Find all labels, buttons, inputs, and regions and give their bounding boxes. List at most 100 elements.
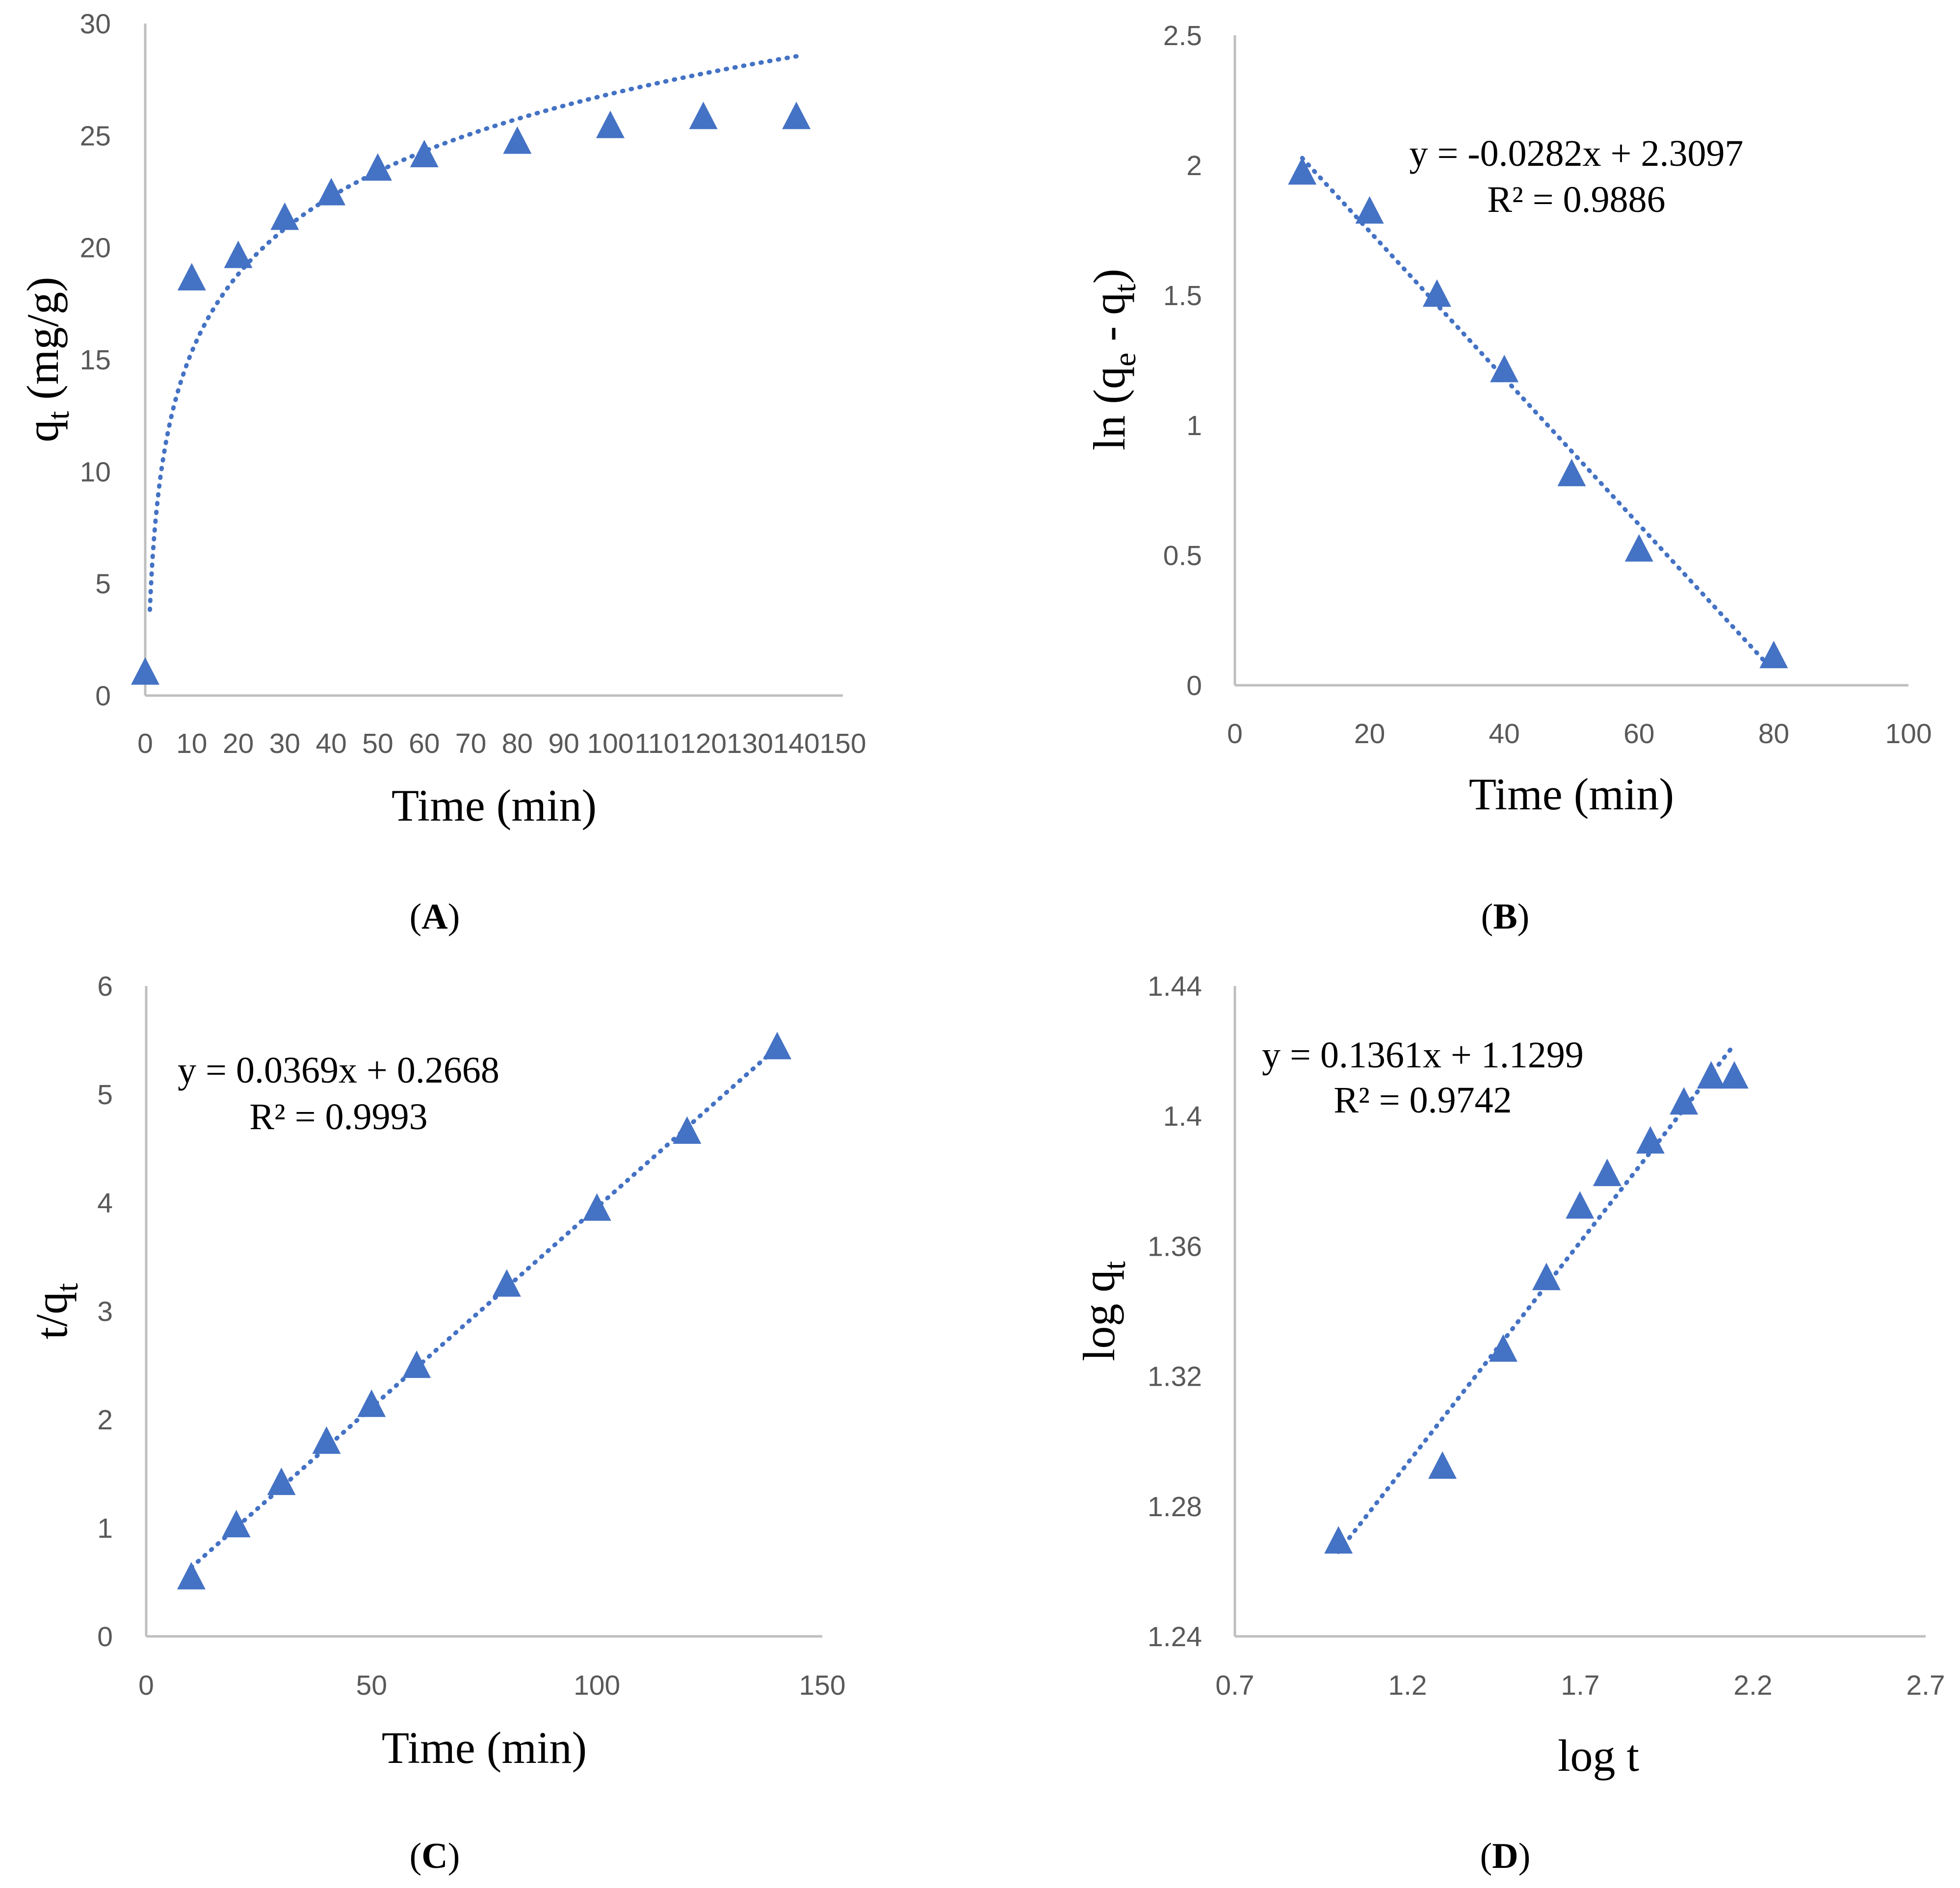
panel-b-data-point xyxy=(1422,279,1451,307)
panel-d-y-tick-label: 1.32 xyxy=(1148,1361,1202,1393)
panel-b-x-tick-label: 60 xyxy=(1623,718,1654,750)
panel-a-x-tick-label: 150 xyxy=(819,728,866,759)
panel-a-y-axis-title: qt (mg/g) xyxy=(18,277,76,442)
panel-d-data-point xyxy=(1566,1191,1594,1219)
panel-c-r-squared: R² = 0.9993 xyxy=(249,1096,427,1138)
panel-c-equation: y = 0.0369x + 0.2668 xyxy=(178,1050,499,1091)
panel-d-data-point xyxy=(1697,1061,1725,1089)
panel-b-r-squared: R² = 0.9886 xyxy=(1487,179,1665,220)
panel-b-data-point xyxy=(1557,459,1586,487)
panel-c-label: (C) xyxy=(410,1836,460,1876)
panel-d-r-squared: R² = 0.9742 xyxy=(1333,1080,1512,1121)
panel-d-data-point xyxy=(1489,1334,1517,1362)
panel-d-y-tick-label: 1.28 xyxy=(1148,1491,1202,1523)
panel-d-y-tick-label: 1.24 xyxy=(1148,1621,1202,1653)
panel-a-label: (A) xyxy=(410,897,460,937)
panel-a-x-tick-label: 20 xyxy=(223,728,254,759)
panel-a-y-tick-label: 25 xyxy=(80,120,111,152)
panel-b-trendline xyxy=(1300,155,1776,673)
panel-c-data-point xyxy=(673,1116,702,1144)
panel-d-data-point xyxy=(1670,1087,1699,1115)
panel-b-data-point xyxy=(1490,355,1519,383)
panel-c-data-point xyxy=(492,1269,521,1297)
panel-c-y-tick-label: 6 xyxy=(97,971,113,1002)
panel-b-y-tick-label: 1.5 xyxy=(1163,280,1202,311)
panel-c-data-point xyxy=(312,1426,341,1454)
panel-b-y-tick-label: 1 xyxy=(1186,410,1202,441)
panel-a-x-tick-label: 90 xyxy=(548,728,579,759)
panel-c-y-tick-label: 4 xyxy=(97,1188,113,1219)
panel-d-y-tick-label: 1.4 xyxy=(1163,1101,1202,1132)
panel-d-x-tick-label: 2.7 xyxy=(1906,1670,1945,1701)
panel-d-data-point xyxy=(1720,1061,1749,1089)
panel-d-y-tick-label: 1.36 xyxy=(1148,1231,1202,1262)
panel-a-x-tick-label: 140 xyxy=(773,728,820,759)
panel-c-data-point xyxy=(763,1032,792,1060)
panel-d-x-tick-label: 1.2 xyxy=(1388,1670,1427,1701)
panel-b-data-point xyxy=(1355,196,1384,224)
panel-b-x-axis-title: Time (min) xyxy=(1469,769,1674,819)
panel-a-data-point xyxy=(503,126,532,154)
panel-a-data-point xyxy=(317,178,346,206)
panel-a-x-tick-label: 50 xyxy=(362,728,393,759)
panel-b-equation: y = -0.0282x + 2.3097 xyxy=(1409,133,1743,174)
panel-c-x-tick-label: 50 xyxy=(356,1670,387,1701)
panel-d-trendline xyxy=(1336,1042,1737,1554)
panel-c-data-point xyxy=(267,1467,296,1495)
panel-c-x-tick-label: 100 xyxy=(574,1670,620,1701)
panel-a-x-tick-label: 0 xyxy=(137,728,153,759)
panel-a-data-point xyxy=(689,102,718,129)
panel-a-data-point xyxy=(364,153,392,181)
panel-a-data-point xyxy=(596,110,625,138)
panel-b-data-point xyxy=(1288,157,1317,185)
panel-b-x-tick-label: 40 xyxy=(1489,718,1519,750)
panel-d-x-tick-label: 2.2 xyxy=(1733,1670,1772,1701)
panel-d-x-tick-label: 0.7 xyxy=(1215,1670,1254,1701)
panel-c-chart: 0 50 100 150 0 1 2 3 4 5 6 y = 0.0369x + 0.2668 R²… xyxy=(26,971,846,1876)
panel-d-data-point xyxy=(1428,1451,1457,1479)
panel-a-x-tick-label: 80 xyxy=(502,728,533,759)
panel-c-y-tick-label: 2 xyxy=(97,1404,113,1436)
panel-a-x-tick-label: 70 xyxy=(455,728,486,759)
panel-a-x-axis-title: Time (min) xyxy=(392,780,597,830)
panel-a-y-tick-label: 5 xyxy=(95,569,111,600)
panel-a-chart: 0 10 20 30 40 50 60 70 80 90 100 110 120 130 140 150 0 5 1… xyxy=(18,8,866,937)
panel-b-label: (B) xyxy=(1481,897,1530,937)
panel-d-data-point xyxy=(1532,1263,1561,1291)
panel-a-trendline xyxy=(148,54,799,612)
panel-d-x-axis-title: log t xyxy=(1558,1731,1640,1781)
panel-a-data-point xyxy=(177,263,206,291)
panel-b-x-tick-label: 80 xyxy=(1758,718,1789,750)
panel-a-data-point xyxy=(131,657,159,685)
panel-a-y-tick-label: 20 xyxy=(80,233,111,264)
panel-b-y-tick-label: 2 xyxy=(1186,150,1202,181)
panel-b-x-tick-label: 20 xyxy=(1354,718,1385,750)
panel-b-y-tick-label: 2.5 xyxy=(1163,20,1202,52)
panel-a-x-tick-label: 40 xyxy=(315,728,346,759)
panel-c-data-point xyxy=(582,1193,611,1221)
panel-a-data-point xyxy=(224,240,253,268)
panel-a-x-tick-label: 110 xyxy=(634,728,679,759)
panel-d-y-axis-title: log qt xyxy=(1074,1261,1132,1362)
panel-c-data-point xyxy=(402,1350,431,1378)
panel-c-y-tick-label: 1 xyxy=(97,1513,113,1544)
panel-b-y-tick-label: 0 xyxy=(1186,670,1202,701)
panel-a-data-point xyxy=(410,140,439,167)
panel-b-chart: 0 20 40 60 80 100 0 0.5 1 1.5 2 2.5 y = -0.0282x + … xyxy=(1084,20,1932,937)
panel-b-data-point xyxy=(1759,641,1788,669)
panel-b-x-tick-label: 100 xyxy=(1885,718,1932,750)
panel-b-y-axis-title: ln (qe - qt) xyxy=(1084,269,1142,451)
panel-d-y-tick-label: 1.44 xyxy=(1148,971,1202,1002)
panel-d-data-point xyxy=(1324,1526,1353,1554)
panel-b-data-point xyxy=(1624,534,1653,562)
panel-d-chart: 0.7 1.2 1.7 2.2 2.7 1.24 1.28 1.32 1.36 1.4 1.44 y… xyxy=(1074,971,1945,1876)
panel-d-x-tick-label: 1.7 xyxy=(1561,1670,1599,1701)
panel-a-x-tick-label: 130 xyxy=(727,728,773,759)
panel-c-data-point xyxy=(222,1510,251,1538)
panel-c-y-axis-title: t/qt xyxy=(26,1283,84,1339)
panel-b-y-tick-label: 0.5 xyxy=(1163,540,1202,571)
panel-c-x-tick-label: 0 xyxy=(138,1670,154,1701)
panel-a-x-tick-label: 120 xyxy=(680,728,727,759)
panel-c-y-tick-label: 0 xyxy=(97,1621,113,1653)
